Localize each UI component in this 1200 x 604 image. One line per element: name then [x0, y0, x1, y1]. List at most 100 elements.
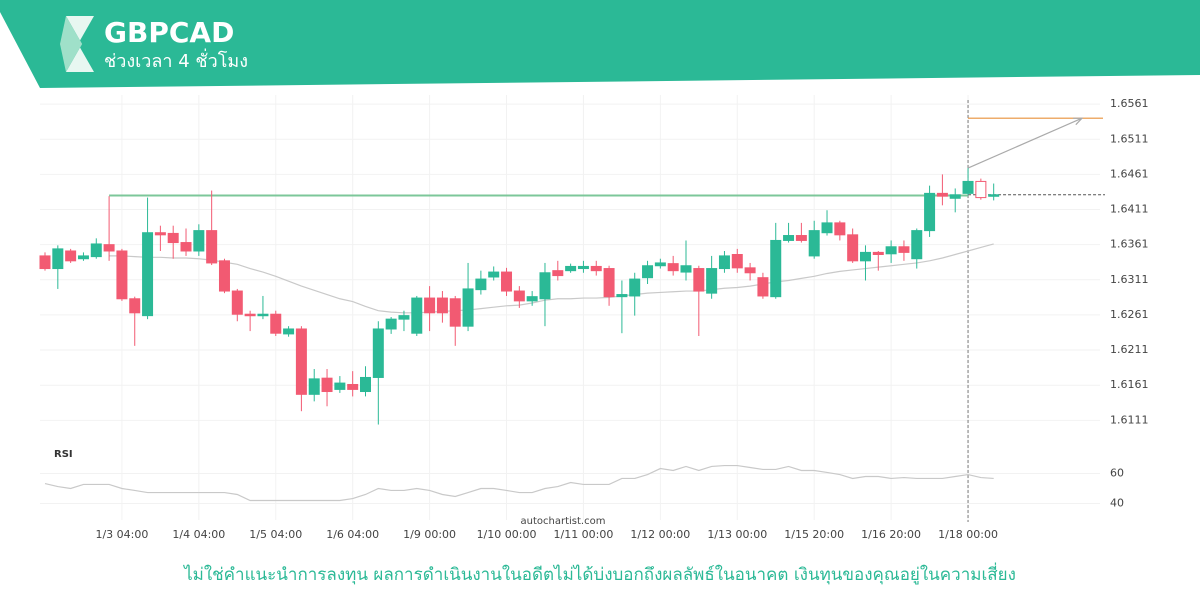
- candle-body: [616, 294, 628, 298]
- candle-body: [859, 251, 871, 262]
- x-tick-label: 1/4 04:00: [172, 528, 225, 541]
- candle-body: [731, 254, 743, 269]
- disclaimer: ไม่ใช่คำแนะนำการลงทุน ผลการดำเนินงานในอด…: [182, 562, 1016, 585]
- candle-body: [424, 297, 436, 314]
- candle-body: [231, 290, 243, 315]
- timeframe: ช่วงเวลา 4 ชั่วโมง: [104, 48, 248, 72]
- candle-body: [680, 265, 692, 273]
- candle-body: [462, 288, 474, 327]
- watermark: autochartist.com: [521, 516, 606, 527]
- moving-average: [109, 243, 994, 314]
- y-tick-label: 1.6561: [1110, 97, 1149, 110]
- candle-body: [347, 383, 359, 390]
- candle-body: [398, 315, 410, 320]
- candle-body: [308, 378, 320, 395]
- candle-body: [783, 235, 795, 241]
- candle-body: [834, 222, 846, 236]
- candle-body: [795, 235, 807, 241]
- candle-body: [565, 265, 577, 272]
- candle-body: [488, 271, 500, 278]
- symbol-title: GBPCAD: [104, 16, 234, 49]
- header-banner: [0, 0, 1200, 88]
- candle-body: [667, 263, 679, 272]
- candle-body: [103, 244, 115, 252]
- candle-body: [475, 278, 487, 291]
- x-tick-label: 1/11 00:00: [553, 528, 613, 541]
- candle-body: [629, 278, 641, 297]
- candle-body: [321, 377, 333, 393]
- candle-body: [449, 298, 461, 327]
- x-tick-label: 1/18 00:00: [938, 528, 998, 541]
- candle-body: [744, 267, 756, 274]
- candle-body: [949, 194, 961, 199]
- candle-body: [39, 255, 51, 270]
- candle-body: [821, 222, 833, 234]
- candle-body: [501, 271, 513, 292]
- y-tick-label: 1.6161: [1110, 378, 1149, 391]
- candle-body: [847, 234, 859, 262]
- candle-body: [577, 265, 589, 270]
- candle-body: [180, 242, 192, 252]
- rsi-title: RSI: [54, 449, 73, 460]
- candle-body: [513, 290, 525, 302]
- candle-body: [360, 376, 371, 393]
- candle-body: [206, 230, 218, 264]
- x-tick-label: 1/3 04:00: [95, 528, 148, 541]
- candle-body: [693, 268, 705, 292]
- candle-body: [283, 328, 295, 335]
- candle-body: [295, 328, 307, 395]
- candle-body: [924, 192, 936, 232]
- candle-body: [718, 255, 730, 270]
- candle-body: [603, 268, 615, 298]
- candle-body: [167, 232, 179, 244]
- x-tick-label: 1/12 00:00: [630, 528, 690, 541]
- candle-body: [218, 260, 230, 292]
- x-tick-label: 1/16 20:00: [861, 528, 921, 541]
- candle-body: [539, 272, 551, 300]
- candle-body: [244, 313, 256, 317]
- projection-arrow: [967, 117, 1083, 169]
- candle-body: [411, 297, 423, 334]
- candle-body: [962, 180, 974, 194]
- candle-body: [372, 328, 384, 378]
- candle-body: [872, 251, 884, 256]
- candle-body: [988, 194, 1000, 197]
- candle-body: [116, 250, 128, 300]
- y-tick-label: 1.6111: [1110, 413, 1149, 426]
- candle-body: [706, 268, 718, 294]
- candle-body: [257, 313, 269, 317]
- y-tick-label: 1.6261: [1110, 308, 1149, 321]
- candle-body: [436, 297, 448, 314]
- candle-body: [975, 180, 987, 199]
- candle-body: [193, 230, 205, 252]
- candle-body: [65, 250, 77, 262]
- y-tick-label: 1.6311: [1110, 273, 1149, 286]
- candle-body: [757, 277, 769, 297]
- y-tick-label: 1.6511: [1110, 132, 1149, 145]
- candle-body: [526, 296, 538, 302]
- x-tick-label: 1/5 04:00: [249, 528, 302, 541]
- candle-body: [334, 382, 346, 390]
- candle-body: [142, 232, 154, 317]
- candle-body: [654, 262, 666, 267]
- candle-body: [270, 313, 282, 334]
- y-tick-label: 1.6361: [1110, 238, 1149, 251]
- candle-body: [936, 192, 948, 197]
- y-tick-label: 40: [1110, 497, 1124, 510]
- candle-body: [808, 230, 820, 257]
- y-tick-label: 1.6461: [1110, 167, 1149, 180]
- candle-body: [770, 239, 782, 298]
- projection-arrowhead: [1072, 117, 1084, 126]
- candle-body: [385, 318, 397, 330]
- x-tick-label: 1/9 00:00: [403, 528, 456, 541]
- rsi-line: [44, 464, 994, 502]
- candle-body: [77, 255, 89, 260]
- candle-body: [552, 270, 564, 277]
- x-tick-label: 1/10 00:00: [477, 528, 537, 541]
- y-tick-label: 1.6211: [1110, 343, 1149, 356]
- x-tick-label: 1/6 04:00: [326, 528, 379, 541]
- candle-body: [90, 243, 102, 258]
- candle-body: [911, 230, 923, 260]
